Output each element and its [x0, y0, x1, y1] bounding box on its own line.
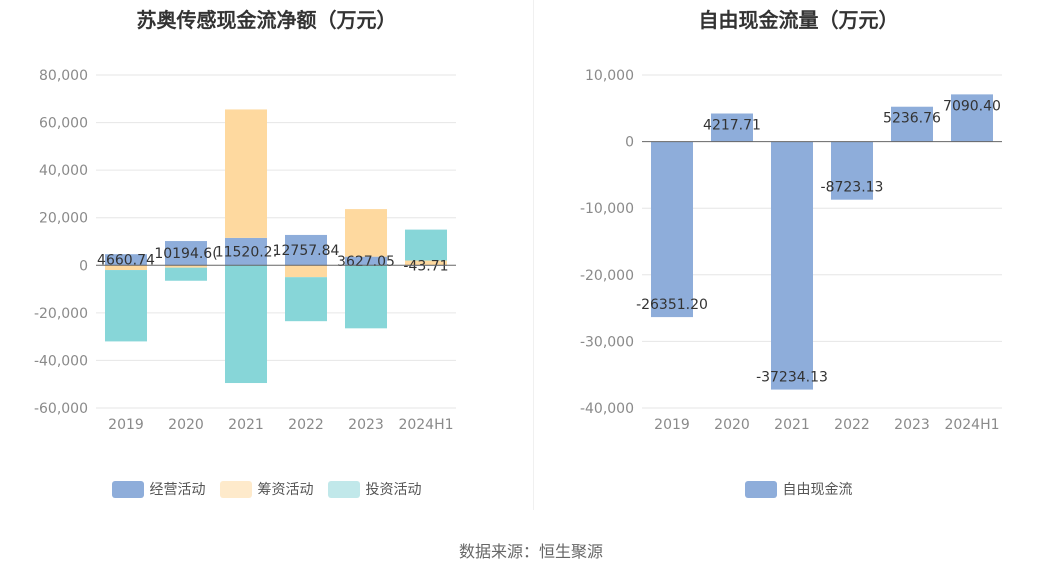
x-tick-label: 2022 — [834, 417, 870, 433]
legend-label-financing: 筹资活动 — [257, 482, 314, 498]
data-label-2022: -8723.13 — [821, 180, 884, 196]
bar-筹资活动-2019 — [105, 265, 147, 271]
bar-投资活动-2023 — [345, 265, 387, 329]
bar-自由现金流-2021 — [771, 141, 813, 390]
y-tick-label: -10,000 — [580, 201, 634, 217]
legend-item-investing[interactable]: 投资活动 — [327, 479, 422, 499]
legend-swatch-operating — [111, 480, 144, 498]
data-label-2021: 11520.2: — [215, 245, 278, 261]
x-tick-label: 2024H1 — [944, 417, 999, 433]
bar-筹资活动-2024H1 — [405, 260, 447, 266]
data-label-2024H1: -43.71 — [403, 258, 448, 274]
legend-swatch-fcf — [744, 480, 777, 498]
y-tick-label: -20,000 — [580, 268, 634, 284]
cash-flow-chart: -60,000 -40,000 -20,000 0 20,000 40,000 60,000… — [34, 68, 456, 433]
y-tick-label: -60,000 — [34, 401, 88, 417]
bar-经营活动-2023 — [345, 256, 387, 266]
y-tick-label: -20,000 — [34, 306, 88, 322]
bar-自由现金流-2023 — [891, 106, 933, 142]
data-label-2023: 3627.05 — [337, 254, 395, 270]
data-label-2019: -26351.20 — [636, 297, 708, 313]
bar-投资活动-2019 — [105, 270, 147, 342]
x-tick-label: 2020 — [714, 417, 750, 433]
bar-筹资活动-2022 — [285, 265, 327, 278]
legend-left: 经营活动 筹资活动 投资活动 — [0, 479, 533, 499]
legend-right: 自由现金流 — [535, 479, 1062, 499]
panel-divider — [533, 0, 534, 510]
legend-item-financing[interactable]: 筹资活动 — [219, 479, 314, 499]
y-tick-label: -30,000 — [580, 334, 634, 350]
data-label-2020: 4217.71 — [703, 118, 761, 134]
y-tick-label: 80,000 — [39, 68, 88, 84]
bar-筹资活动-2020 — [165, 265, 207, 268]
data-label-2021: -37234.13 — [756, 370, 828, 386]
bar-经营活动-2019 — [105, 254, 147, 266]
bar-经营活动-2021 — [225, 237, 267, 266]
bar-投资活动-2022 — [285, 277, 327, 322]
data-label-2023: 5236.76 — [883, 111, 941, 127]
chart-title-left: 苏奥传感现金流净额（万元） — [136, 8, 397, 32]
legend-label-operating: 经营活动 — [149, 482, 206, 498]
y-tick-label: 20,000 — [39, 211, 88, 227]
y-tick-label: -40,000 — [580, 401, 634, 417]
bar-经营活动-2022 — [285, 234, 327, 266]
bar-投资活动-2021 — [225, 265, 267, 384]
legend-label-investing: 投资活动 — [365, 482, 422, 498]
legend-swatch-investing — [327, 480, 360, 498]
bar-投资活动-2024H1 — [405, 229, 447, 261]
data-source-note: 数据来源：恒生聚源 — [458, 542, 603, 561]
bar-投资活动-2020 — [165, 267, 207, 281]
right-chart-panel: 自由现金流量（万元） -40,000 -30,000 -20,000 -10,000 0… — [535, 0, 1062, 520]
bar-筹资活动-2023 — [345, 209, 387, 257]
bar-自由现金流-2022 — [831, 141, 873, 200]
free-cash-flow-chart: -40,000 -30,000 -20,000 -10,000 0 10,000 2019 -… — [580, 68, 1002, 433]
data-label-2020: 10194.6( — [154, 246, 217, 262]
x-tick-label: 2024H1 — [398, 417, 453, 433]
legend-swatch-financing — [219, 480, 252, 498]
x-tick-label: 2020 — [168, 417, 204, 433]
y-tick-label: -40,000 — [34, 353, 88, 369]
legend-item-fcf[interactable]: 自由现金流 — [744, 479, 853, 499]
bar-经营活动-2020 — [165, 241, 207, 266]
legend-item-operating[interactable]: 经营活动 — [111, 479, 206, 499]
y-tick-label: 0 — [79, 258, 88, 274]
data-label-2019: 4660.74 — [97, 253, 155, 269]
y-tick-label: 40,000 — [39, 163, 88, 179]
y-tick-label: 60,000 — [39, 116, 88, 132]
bar-自由现金流-2019 — [651, 141, 693, 318]
bar-筹资活动-2021 — [225, 109, 267, 238]
x-tick-label: 2019 — [108, 417, 144, 433]
chart-title-right: 自由现金流量（万元） — [698, 8, 899, 32]
x-tick-label: 2023 — [894, 417, 930, 433]
y-tick-label: 0 — [625, 135, 634, 151]
data-label-2024H1: 7090.40 — [943, 98, 1001, 114]
bar-自由现金流-2024H1 — [951, 94, 993, 142]
bar-自由现金流-2020 — [711, 113, 753, 142]
x-tick-label: 2021 — [228, 417, 264, 433]
x-tick-label: 2019 — [654, 417, 690, 433]
x-tick-label: 2022 — [288, 417, 324, 433]
data-label-2022: 12757.84 — [273, 243, 340, 259]
legend-label-fcf: 自由现金流 — [782, 482, 853, 498]
left-chart-panel: 苏奥传感现金流净额（万元） -60,000 -40,000 -20,000 0 20,0… — [0, 0, 533, 520]
x-tick-label: 2023 — [348, 417, 384, 433]
y-tick-label: 10,000 — [585, 68, 634, 84]
x-tick-label: 2021 — [774, 417, 810, 433]
